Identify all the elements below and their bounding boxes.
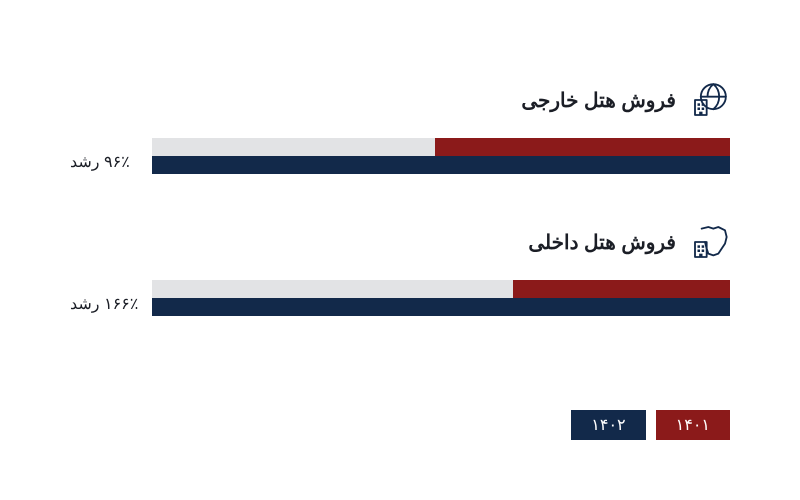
legend: ۱۴۰۱ ۱۴۰۲: [571, 410, 730, 440]
section-header: فروش هتل خارجی: [70, 80, 730, 120]
bar-fill-year1: [513, 280, 730, 298]
globe-hotel-icon: [690, 80, 730, 120]
section-domestic-hotel: فروش هتل داخلی ۱۶۶٪ رشد: [70, 222, 730, 316]
bar-track-year1: [152, 138, 730, 156]
iran-map-hotel-icon: [690, 222, 730, 262]
bars-container: [152, 138, 730, 174]
legend-year2: ۱۴۰۲: [571, 410, 645, 440]
bar-track-year1: [152, 280, 730, 298]
bar-fill-year2: [152, 298, 730, 316]
section-foreign-hotel: فروش هتل خارجی ۹۶٪ رشد: [70, 80, 730, 174]
legend-year1: ۱۴۰۱: [656, 410, 730, 440]
section-header: فروش هتل داخلی: [70, 222, 730, 262]
section-title: فروش هتل داخلی: [528, 230, 676, 255]
bar-fill-year1: [435, 138, 730, 156]
bar-row: ۱۶۶٪ رشد: [70, 280, 730, 316]
bar-track-year2: [152, 156, 730, 174]
section-title: فروش هتل خارجی: [521, 88, 676, 113]
bar-fill-year2: [152, 156, 730, 174]
growth-label: ۱۶۶٪ رشد: [70, 294, 140, 316]
growth-label: ۹۶٪ رشد: [70, 152, 140, 174]
bars-container: [152, 280, 730, 316]
bar-row: ۹۶٪ رشد: [70, 138, 730, 174]
bar-track-year2: [152, 298, 730, 316]
